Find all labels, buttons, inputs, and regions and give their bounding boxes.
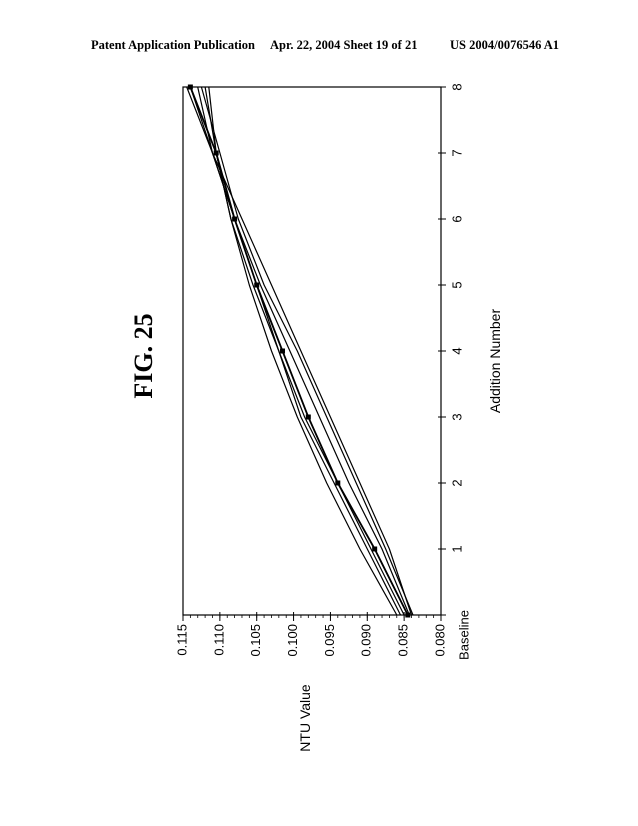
- data-point-marker: [335, 480, 341, 486]
- data-point-marker: [305, 414, 311, 420]
- x-tick-label: 8: [449, 83, 464, 90]
- figure-label-group: FIG. 25: [129, 313, 158, 398]
- x-tick-label: 5: [449, 281, 464, 288]
- data-point-marker: [232, 216, 238, 222]
- y-axis-title: NTU Value: [297, 684, 313, 752]
- x-tick-label: 7: [449, 149, 464, 156]
- publication-number: US 2004/0076546 A1: [450, 38, 560, 52]
- y-tick-label: 0.095: [322, 624, 337, 657]
- data-point-marker: [187, 84, 193, 90]
- axis-ticks: [182, 86, 446, 621]
- series-line: [204, 86, 405, 616]
- x-tick-label: 1: [449, 545, 464, 552]
- series-line: [197, 86, 402, 616]
- x-tick-label: 2: [449, 479, 464, 486]
- axis-tick-labels: Baseline 1 2 3 4 5 6 7 8 0.080 0.085 0.090 0.095 0.10…: [174, 83, 471, 660]
- series-markers: [187, 84, 411, 618]
- figure-label: FIG. 25: [129, 313, 158, 398]
- publication-title: Patent Application Publication: [91, 38, 255, 52]
- data-point-marker: [213, 150, 219, 156]
- data-point-marker: [372, 546, 378, 552]
- data-point-marker: [254, 282, 260, 288]
- y-tick-label: 0.115: [174, 624, 189, 656]
- series-line: [186, 86, 413, 616]
- publication-date-sheet: Apr. 22, 2004 Sheet 19 of 21: [270, 38, 418, 52]
- y-tick-label: 0.080: [432, 624, 447, 657]
- series-lines: [186, 86, 414, 616]
- series-line: [200, 86, 414, 616]
- y-tick-label: 0.090: [359, 624, 374, 657]
- y-tick-label: 0.105: [248, 624, 263, 657]
- y-tick-label: 0.100: [285, 624, 300, 657]
- x-axis-title: Addition Number: [487, 309, 503, 414]
- y-tick-label: 0.110: [211, 624, 226, 656]
- x-tick-label: 6: [449, 215, 464, 222]
- x-tick-label: Baseline: [456, 610, 471, 660]
- page-header: Patent Application Publication Apr. 22, …: [0, 38, 638, 54]
- data-point-marker: [280, 348, 286, 354]
- data-point-marker: [405, 612, 411, 618]
- series-line: [208, 86, 398, 616]
- x-tick-label: 3: [449, 413, 464, 420]
- plot-area: [182, 86, 442, 616]
- y-tick-label: 0.085: [396, 624, 411, 657]
- x-tick-label: 4: [449, 347, 464, 354]
